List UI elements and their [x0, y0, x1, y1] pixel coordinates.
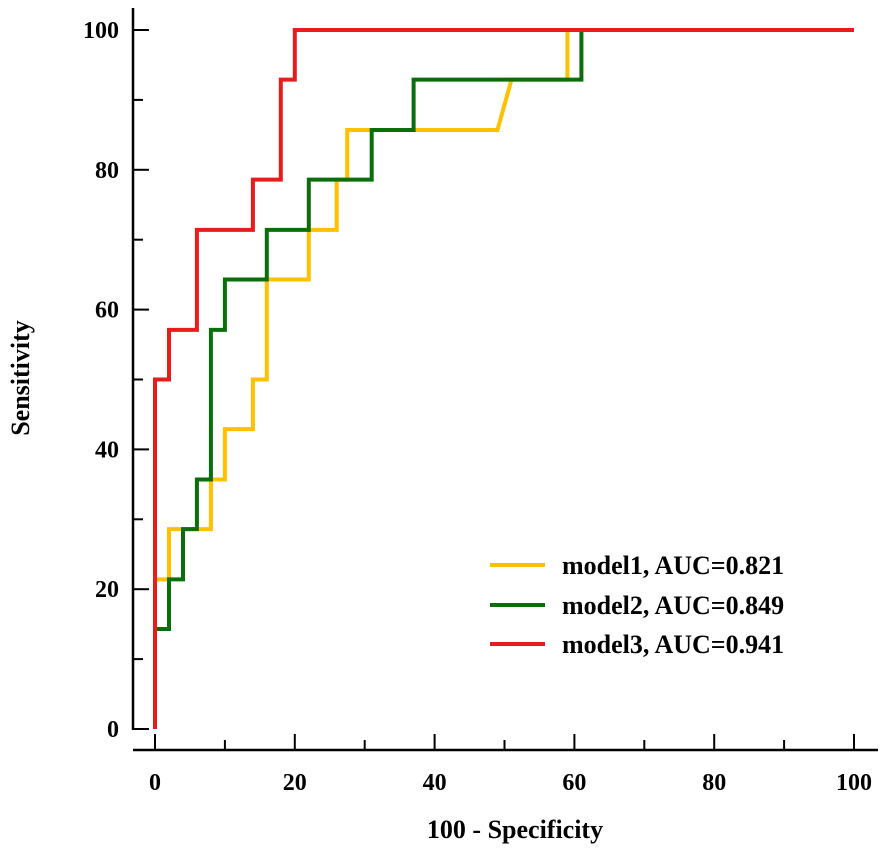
x-axis-title: 100 - Specificity	[427, 815, 603, 844]
series-lines	[153, 28, 854, 729]
x-tick-label: 60	[562, 770, 586, 796]
y-tick-label: 0	[107, 717, 119, 743]
roc-line-model2	[153, 28, 854, 729]
legend-label-model1: model1, AUC=0.821	[562, 551, 784, 580]
x-axis: 0 20 40 60 80 100	[133, 734, 878, 796]
legend-label-model2: model2, AUC=0.849	[562, 591, 784, 620]
x-tick-label: 40	[423, 770, 447, 796]
y-tick-label: 60	[95, 298, 119, 324]
y-tick-label: 40	[95, 437, 119, 463]
x-tick-label: 20	[283, 770, 307, 796]
legend-label-model3: model3, AUC=0.941	[562, 630, 784, 659]
x-tick-label: 80	[702, 770, 726, 796]
y-tick-label: 80	[95, 158, 119, 184]
y-tick-label: 100	[83, 18, 119, 44]
y-tick-label: 20	[95, 577, 119, 603]
legend: model1, AUC=0.821 model2, AUC=0.849 model3…	[490, 551, 784, 659]
x-tick-label: 100	[836, 770, 872, 796]
x-tick-label: 0	[149, 770, 161, 796]
y-axis-title: Sensitivity	[6, 320, 35, 436]
roc-line-model1	[153, 28, 854, 729]
roc-line-model3	[153, 28, 854, 729]
y-axis: 0 20 40 60 80 100	[83, 8, 149, 743]
